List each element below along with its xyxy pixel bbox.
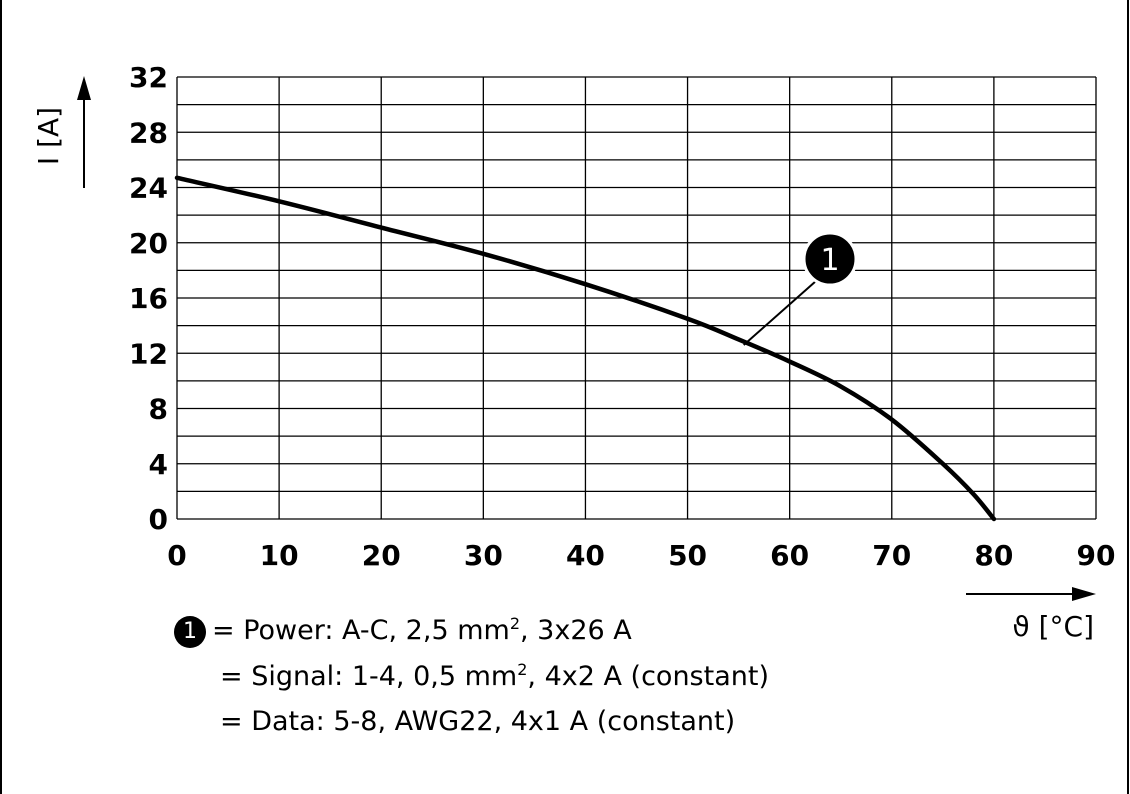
legend-power-text: = Power: A-C, 2,5 mm: [212, 615, 510, 646]
x-axis-label: ϑ [°C]: [1012, 610, 1094, 643]
legend-data-text: = Data: 5-8, AWG22, 4x1 A (constant): [220, 706, 736, 737]
annotation-leader: [743, 280, 817, 346]
legend-power-suffix: , 3x26 A: [520, 615, 632, 646]
y-tick-label: 0: [149, 503, 168, 536]
x-axis-arrowhead: [1072, 587, 1096, 601]
y-axis-label: I [A]: [32, 107, 65, 165]
x-tick-label: 60: [770, 539, 809, 572]
x-tick-label: 80: [974, 539, 1013, 572]
legend-item-data: = Data: 5-8, AWG22, 4x1 A (constant): [220, 706, 735, 737]
x-tick-label: 50: [668, 539, 707, 572]
y-tick-label: 24: [129, 172, 168, 205]
legend-power-sup: 2: [509, 614, 520, 633]
y-tick-label: 12: [129, 337, 168, 370]
x-tick-label: 10: [260, 539, 299, 572]
legend-signal-sup: 2: [517, 660, 528, 679]
series-line-1: [174, 175, 997, 522]
badge-1-icon: 1: [174, 615, 206, 648]
y-tick-label: 32: [129, 61, 168, 94]
y-tick-label: 20: [129, 227, 168, 260]
x-tick-label: 0: [167, 539, 186, 572]
x-tick-label: 40: [566, 539, 605, 572]
grid: [176, 76, 1097, 520]
legend-signal-suffix: , 4x2 A (constant): [527, 661, 769, 692]
y-axis-arrowhead: [77, 76, 91, 100]
legend-item-signal: = Signal: 1-4, 0,5 mm2, 4x2 A (constant): [220, 660, 769, 692]
series-group: 1: [174, 175, 997, 522]
legend-item-power: 1 = Power: A-C, 2,5 mm2, 3x26 A: [174, 614, 632, 648]
annotation-badge-icon: [802, 231, 858, 287]
x-tick-label: 90: [1077, 539, 1116, 572]
y-tick-label: 4: [149, 448, 168, 481]
x-tick-label: 70: [872, 539, 911, 572]
axes-group: I [A] ϑ [°C]: [32, 76, 1096, 643]
x-tick-label: 30: [464, 539, 503, 572]
legend-signal-text: = Signal: 1-4, 0,5 mm: [220, 661, 518, 692]
x-tick-label: 20: [362, 539, 401, 572]
annotation-label: 1: [820, 243, 839, 278]
y-tick-label: 16: [129, 282, 168, 315]
y-tick-label: 8: [149, 393, 168, 426]
tick-labels: 0 4 8 12 16 20 24 28 32 0 10 20 30 40 50 60 70 80 90: [129, 61, 1115, 572]
y-tick-label: 28: [129, 116, 168, 149]
